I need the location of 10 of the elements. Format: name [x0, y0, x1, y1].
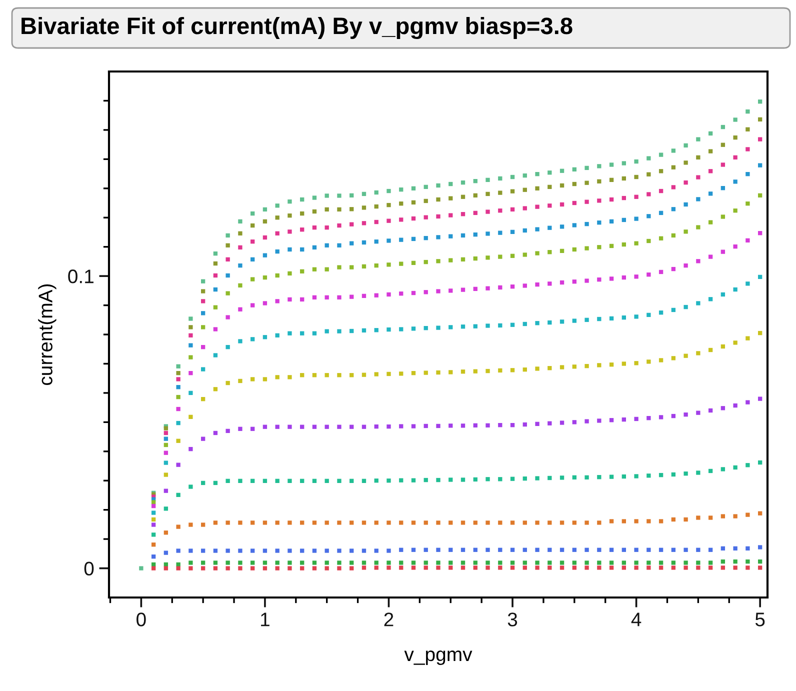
chart-title: Bivariate Fit of current(mA) By v_pgmv biasp=3.8 [22, 16, 572, 40]
x-tick-label: 2 [384, 612, 394, 626]
y-tick-label: 0.1 [68, 270, 94, 284]
x-tick-label: 4 [631, 612, 642, 626]
x-axis-title: v_pgmv [404, 650, 472, 665]
y-axis-title: current(mA) [38, 284, 56, 385]
x-tick-label: 5 [755, 612, 765, 626]
x-tick-label: 0 [136, 612, 146, 626]
x-tick-label: 1 [261, 612, 270, 626]
x-tick-label: 3 [508, 612, 518, 626]
